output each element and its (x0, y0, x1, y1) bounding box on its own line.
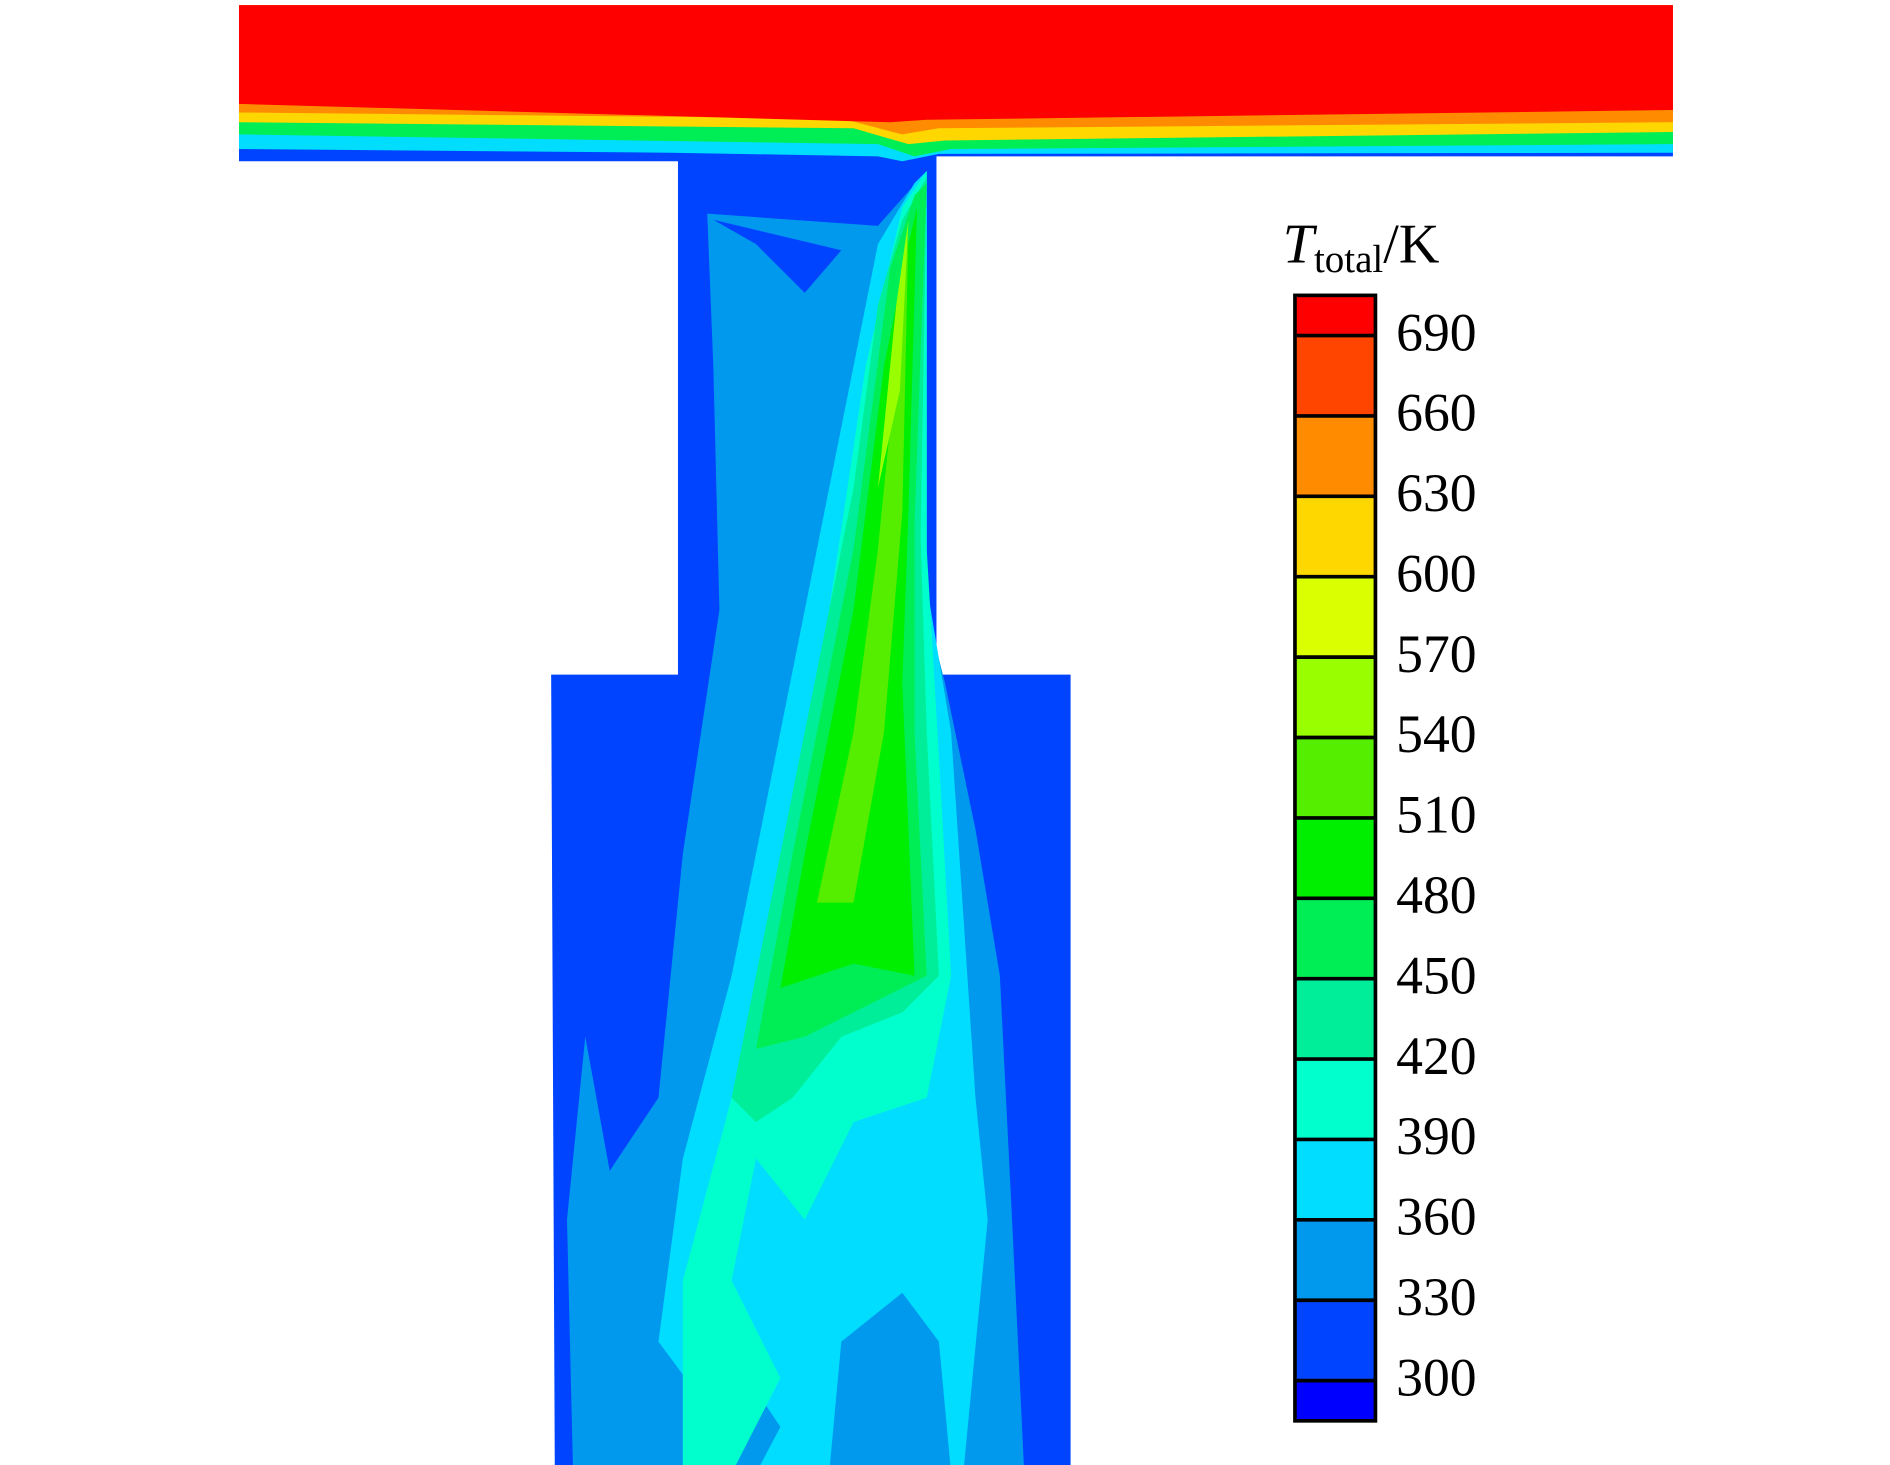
tick-label: 690 (1396, 302, 1476, 362)
colorbar-band (1294, 817, 1376, 899)
colorbar-band (1294, 1219, 1376, 1301)
tick-label: 480 (1396, 865, 1476, 925)
tick-label: 300 (1396, 1347, 1476, 1407)
tick-label: 660 (1396, 383, 1476, 443)
tick-label: 570 (1396, 624, 1476, 684)
tick-label: 390 (1396, 1106, 1476, 1166)
colorbar-band (1294, 415, 1376, 497)
tick-label: 420 (1396, 1026, 1476, 1086)
contour-region (877, 219, 909, 489)
colorbar-title: Ttotal/K (1283, 213, 1440, 281)
colorbar-band (1294, 898, 1376, 979)
contour-region (713, 219, 842, 293)
contour-region (829, 1292, 951, 1465)
colorbar-frame (1293, 293, 1378, 1423)
contour-field (238, 5, 1673, 1465)
contour-region (780, 207, 917, 988)
colorbar-band (1294, 737, 1376, 818)
colorbar-band (1294, 657, 1376, 738)
tick-label: 330 (1396, 1267, 1476, 1327)
tick-label: 600 (1396, 543, 1476, 603)
colorbar-band (1294, 576, 1376, 658)
colorbar: 300 330 360 390 420 450 480 510 540 570 600 630 660 6… (1293, 293, 1477, 1423)
colorbar-band (1294, 295, 1376, 336)
contour-region (238, 5, 1673, 123)
colorbar-band (1294, 1300, 1376, 1381)
tick-label: 360 (1396, 1187, 1476, 1247)
tick-label: 630 (1396, 463, 1476, 523)
colorbar-band (1294, 496, 1376, 577)
contour-region (238, 5, 1673, 1465)
tick-label: 510 (1396, 785, 1476, 845)
tick-label: 450 (1396, 945, 1476, 1005)
colorbar-unit: /K (1383, 213, 1439, 275)
colorbar-band (1294, 1380, 1376, 1421)
colorbar-band (1294, 335, 1376, 416)
colorbar-band (1294, 1059, 1376, 1140)
colorbar-band (1294, 978, 1376, 1060)
tick-label: 540 (1396, 704, 1476, 764)
colorbar-subscript: total (1314, 238, 1383, 281)
colorbar-symbol: T (1283, 213, 1318, 275)
contour-region (816, 231, 909, 903)
colorbar-band (1294, 1139, 1376, 1220)
